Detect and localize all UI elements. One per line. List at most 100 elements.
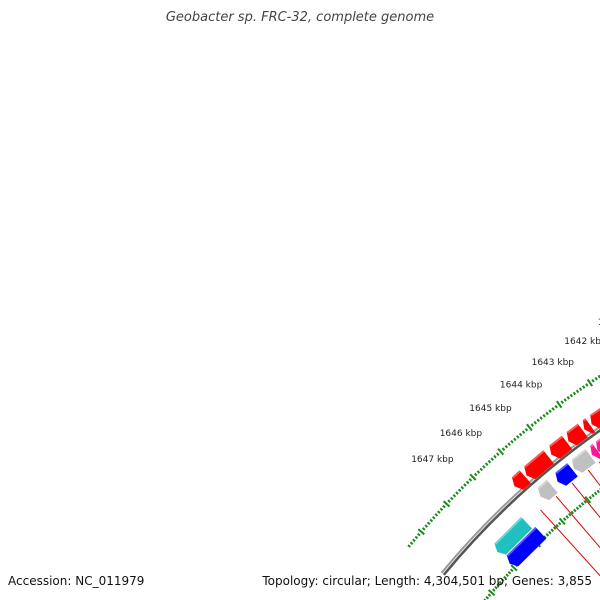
outer-tick-mark xyxy=(439,507,444,512)
outer-tick-mark xyxy=(496,452,500,456)
gene-arrow xyxy=(549,435,573,459)
inner-tick-mark xyxy=(510,564,518,572)
outer-tick-mark xyxy=(548,409,552,413)
gene-feature xyxy=(571,449,596,473)
outer-tick-mark xyxy=(585,383,589,387)
outer-tick-mark xyxy=(536,418,540,423)
outer-tick-mark xyxy=(432,515,436,520)
outer-tick-mark xyxy=(521,430,526,434)
gene-feature xyxy=(494,516,533,555)
accession-label: Accession: NC_011979 xyxy=(8,574,145,588)
inner-tick-mark xyxy=(510,568,514,573)
outer-tick-mark xyxy=(426,521,431,526)
outer-tick-mark xyxy=(469,473,477,481)
outer-tick-mark xyxy=(545,411,549,416)
inner-tick-mark xyxy=(568,512,572,517)
kbp-tick-label: 1642 kbp xyxy=(564,337,600,347)
outer-tick-mark xyxy=(457,488,462,493)
outer-tick-mark xyxy=(421,527,426,531)
outer-tick-mark xyxy=(497,447,505,456)
outer-tick-mark xyxy=(414,535,419,540)
gene-feature xyxy=(590,443,600,460)
outer-tick-mark xyxy=(586,378,594,387)
inner-tick-mark xyxy=(545,533,550,537)
gene-arrow xyxy=(494,516,533,555)
gene-highlight xyxy=(524,450,545,468)
outer-tick-mark xyxy=(437,510,441,514)
gene-feature xyxy=(595,438,600,453)
outer-tick-mark xyxy=(455,491,459,495)
kbp-tick-label: 1645 kbp xyxy=(469,404,512,414)
inner-tick-mark xyxy=(487,589,496,597)
outer-tick-mark xyxy=(554,404,558,409)
outer-tick-mark xyxy=(424,524,429,528)
inner-tick-mark xyxy=(580,502,585,506)
map-title: Geobacter sp. FRC-32, complete genome xyxy=(165,10,435,25)
outer-tick-mark xyxy=(504,444,509,449)
outer-tick-mark xyxy=(578,387,583,391)
inner-tick-mark xyxy=(583,500,587,504)
inner-tick-mark xyxy=(505,573,509,577)
outer-tick-mark xyxy=(417,528,425,536)
gene-arrow xyxy=(571,449,596,473)
outer-tick-mark xyxy=(407,544,411,548)
gene-leader-line xyxy=(540,509,600,577)
inner-tick-mark xyxy=(578,504,582,508)
outer-tick-mark xyxy=(429,518,434,523)
inner-tick-mark xyxy=(555,524,559,528)
outer-tick-mark xyxy=(473,472,478,477)
gene-highlight xyxy=(571,449,587,461)
outer-tick-mark xyxy=(524,427,529,432)
gene-arrow xyxy=(590,408,600,429)
inner-tick-mark xyxy=(584,495,592,504)
gene-leader-line xyxy=(571,482,600,519)
outer-tick-mark xyxy=(560,400,564,404)
outer-tick-mark xyxy=(452,493,457,498)
outer-tick-mark xyxy=(442,500,451,508)
outer-tick-mark xyxy=(484,462,489,466)
gene-highlight xyxy=(537,479,549,489)
outer-tick-mark xyxy=(465,480,470,485)
outer-tick-mark xyxy=(542,413,546,418)
outer-tick-mark xyxy=(575,389,580,394)
gene-highlight xyxy=(566,423,579,434)
inner-tick-mark xyxy=(496,583,500,587)
gene-feature xyxy=(506,526,547,567)
inner-tick-mark xyxy=(552,526,557,530)
gene-highlight xyxy=(590,408,600,417)
gene-arrow xyxy=(555,463,578,486)
outer-tick-mark xyxy=(507,442,511,447)
outer-tick-mark xyxy=(594,376,598,381)
gene-leader-line xyxy=(555,495,600,549)
gene-feature xyxy=(511,470,531,490)
backbone-layer xyxy=(440,425,600,576)
outer-tick-mark xyxy=(563,398,567,402)
kbp-tick-label: 1644 kbp xyxy=(500,380,543,390)
inner-tick-mark xyxy=(550,528,555,533)
outer-tick-mark xyxy=(516,435,520,439)
outer-tick-mark xyxy=(510,439,514,444)
inner-tick-mark xyxy=(492,588,496,592)
inner-tick-mark xyxy=(570,510,575,515)
gene-feature xyxy=(555,463,578,486)
kbp-tick-label: 1646 kbp xyxy=(440,429,483,439)
gene-arrow xyxy=(524,450,554,480)
outer-tick-mark xyxy=(449,496,454,501)
inner-tick-mark xyxy=(562,517,567,521)
gene-arrow xyxy=(590,443,600,460)
inner-tick-mark xyxy=(588,495,593,500)
outer-tick-mark xyxy=(417,532,421,537)
gene-feature xyxy=(582,418,596,434)
outer-tick-mark xyxy=(551,407,555,411)
inner-tick-mark xyxy=(507,570,512,575)
label-layer: 1637 kbp1638 kbp1639 kbp1640 kbp1641 kbp… xyxy=(411,318,600,577)
inner-tick-mark xyxy=(596,489,600,494)
outer-tick-mark xyxy=(493,454,497,459)
outer-tick-mark xyxy=(566,396,571,400)
outer-tick-mark xyxy=(442,504,446,509)
feature-layer xyxy=(494,408,600,567)
gene-highlight xyxy=(506,526,537,557)
gene-feature xyxy=(524,450,554,480)
inner-tick-mark xyxy=(494,585,498,590)
